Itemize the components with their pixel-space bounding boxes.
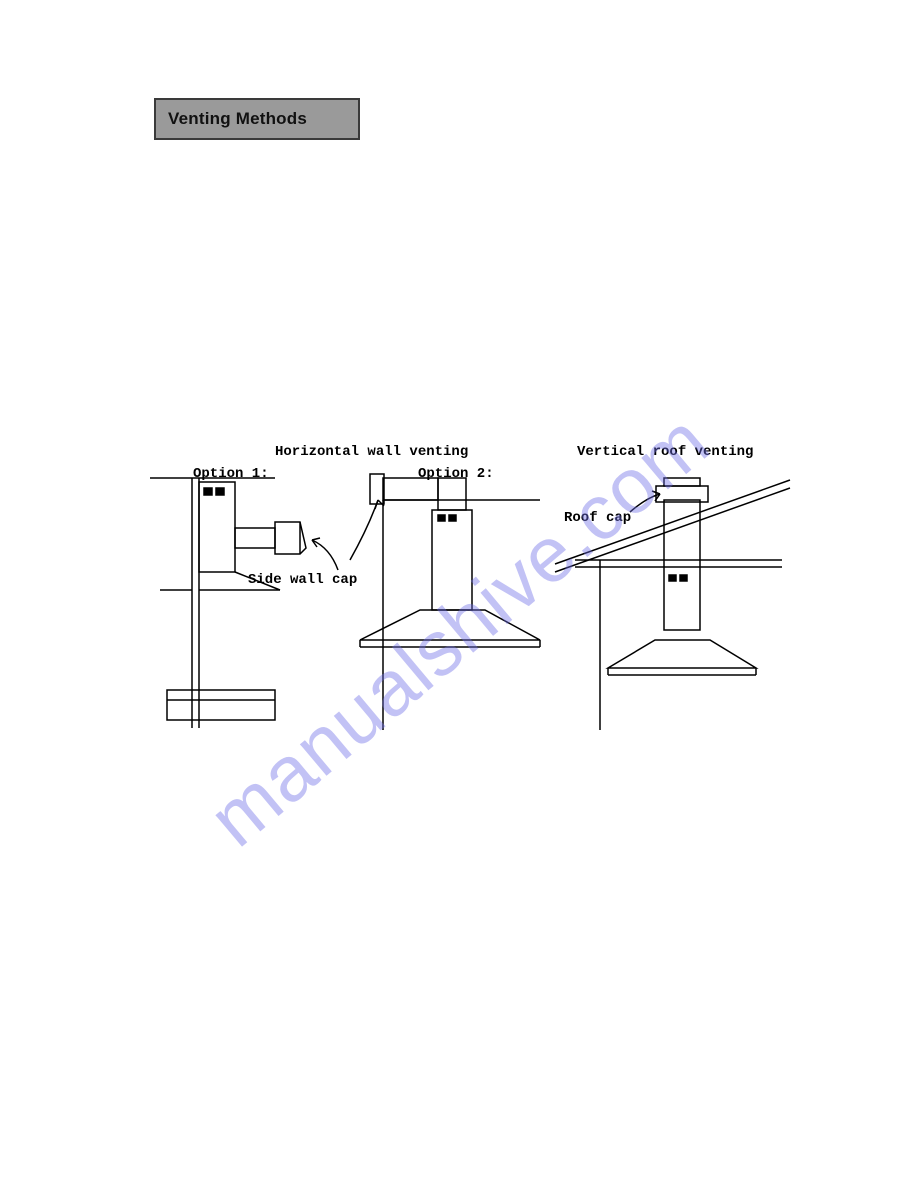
venting-diagram — [0, 0, 918, 1188]
page: Venting Methods Horizontal wall venting … — [0, 0, 918, 1188]
